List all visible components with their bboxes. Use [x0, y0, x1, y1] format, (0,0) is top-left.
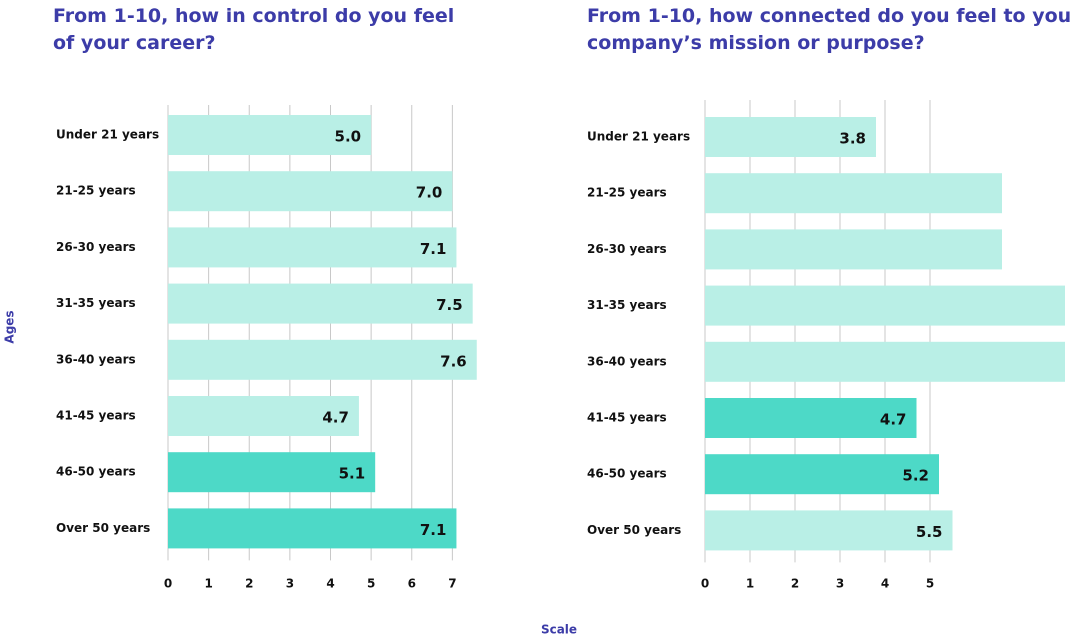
x-tick-label: 4 [326, 577, 334, 591]
bar [705, 173, 1002, 214]
bar [705, 341, 1065, 382]
x-tick-label: 2 [791, 577, 799, 591]
x-tick-label: 7 [448, 577, 456, 591]
y-tick-label: 36-40 years [587, 354, 667, 368]
bar [168, 115, 372, 155]
x-tick-label: 4 [881, 577, 889, 591]
value-label: 4.7 [322, 409, 349, 427]
x-tick-label: 5 [367, 577, 375, 591]
bar [168, 452, 376, 493]
y-tick-label: 31-35 years [587, 298, 667, 312]
value-label: 4.7 [880, 411, 907, 429]
bar [168, 339, 477, 380]
value-label: 7.1 [420, 240, 447, 258]
x-axis-label: Scale [541, 623, 577, 637]
value-label: 7.6 [440, 352, 467, 370]
value-label: 5.2 [902, 467, 929, 485]
bar [705, 285, 1065, 326]
value-label: 3.8 [839, 130, 866, 148]
chart-title: company’s mission or purpose? [587, 32, 925, 54]
bar [168, 171, 453, 212]
x-tick-label: 5 [926, 577, 934, 591]
value-label: 7.0 [416, 184, 443, 202]
bar [705, 117, 876, 157]
y-tick-label: 21-25 years [587, 186, 667, 200]
x-tick-label: 0 [164, 577, 172, 591]
value-label: 7.5 [436, 296, 463, 314]
y-axis-label: Ages [3, 310, 17, 343]
bar [705, 398, 917, 438]
x-tick-label: 0 [701, 577, 709, 591]
value-label: 5.0 [335, 128, 362, 146]
chart-title: From 1-10, how in control do you feel [53, 5, 454, 27]
chart-title: From 1-10, how connected do you feel to … [587, 5, 1072, 27]
bar [168, 508, 457, 549]
bar [168, 396, 359, 436]
chart-title: of your career? [53, 32, 216, 54]
y-tick-label: 41-45 years [587, 411, 667, 425]
y-tick-label: 31-35 years [56, 296, 136, 310]
y-tick-label: 46-50 years [56, 465, 136, 479]
y-tick-label: 41-45 years [56, 409, 136, 423]
x-tick-label: 1 [746, 577, 754, 591]
bar [168, 227, 457, 268]
y-tick-label: 26-30 years [56, 240, 136, 254]
y-tick-label: 26-30 years [587, 242, 667, 256]
bar [168, 283, 473, 324]
x-tick-label: 6 [408, 577, 416, 591]
x-tick-label: 2 [245, 577, 253, 591]
bar [705, 510, 953, 551]
y-tick-label: 46-50 years [587, 467, 667, 481]
y-tick-label: Over 50 years [587, 523, 681, 537]
value-label: 5.5 [916, 523, 943, 541]
y-tick-label: Under 21 years [56, 128, 159, 142]
x-tick-label: 1 [204, 577, 212, 591]
value-label: 7.1 [420, 521, 447, 539]
y-tick-label: Under 21 years [587, 130, 690, 144]
y-tick-label: Over 50 years [56, 521, 150, 535]
x-tick-label: 3 [836, 577, 844, 591]
y-tick-label: 36-40 years [56, 352, 136, 366]
bar [705, 229, 1002, 270]
x-tick-label: 3 [286, 577, 294, 591]
bar [705, 454, 939, 495]
y-tick-label: 21-25 years [56, 184, 136, 198]
value-label: 5.1 [339, 465, 366, 483]
